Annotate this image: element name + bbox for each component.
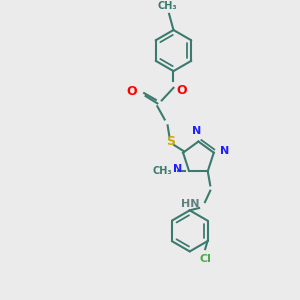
Text: N: N [173,164,182,174]
Text: N: N [220,146,229,156]
Text: CH₃: CH₃ [152,166,172,176]
Text: N: N [192,126,202,136]
Text: CH₃: CH₃ [158,1,177,11]
Text: S: S [166,135,175,148]
Text: Cl: Cl [199,254,211,264]
Text: O: O [176,84,187,97]
Text: HN: HN [182,200,200,209]
Text: O: O [126,85,137,98]
